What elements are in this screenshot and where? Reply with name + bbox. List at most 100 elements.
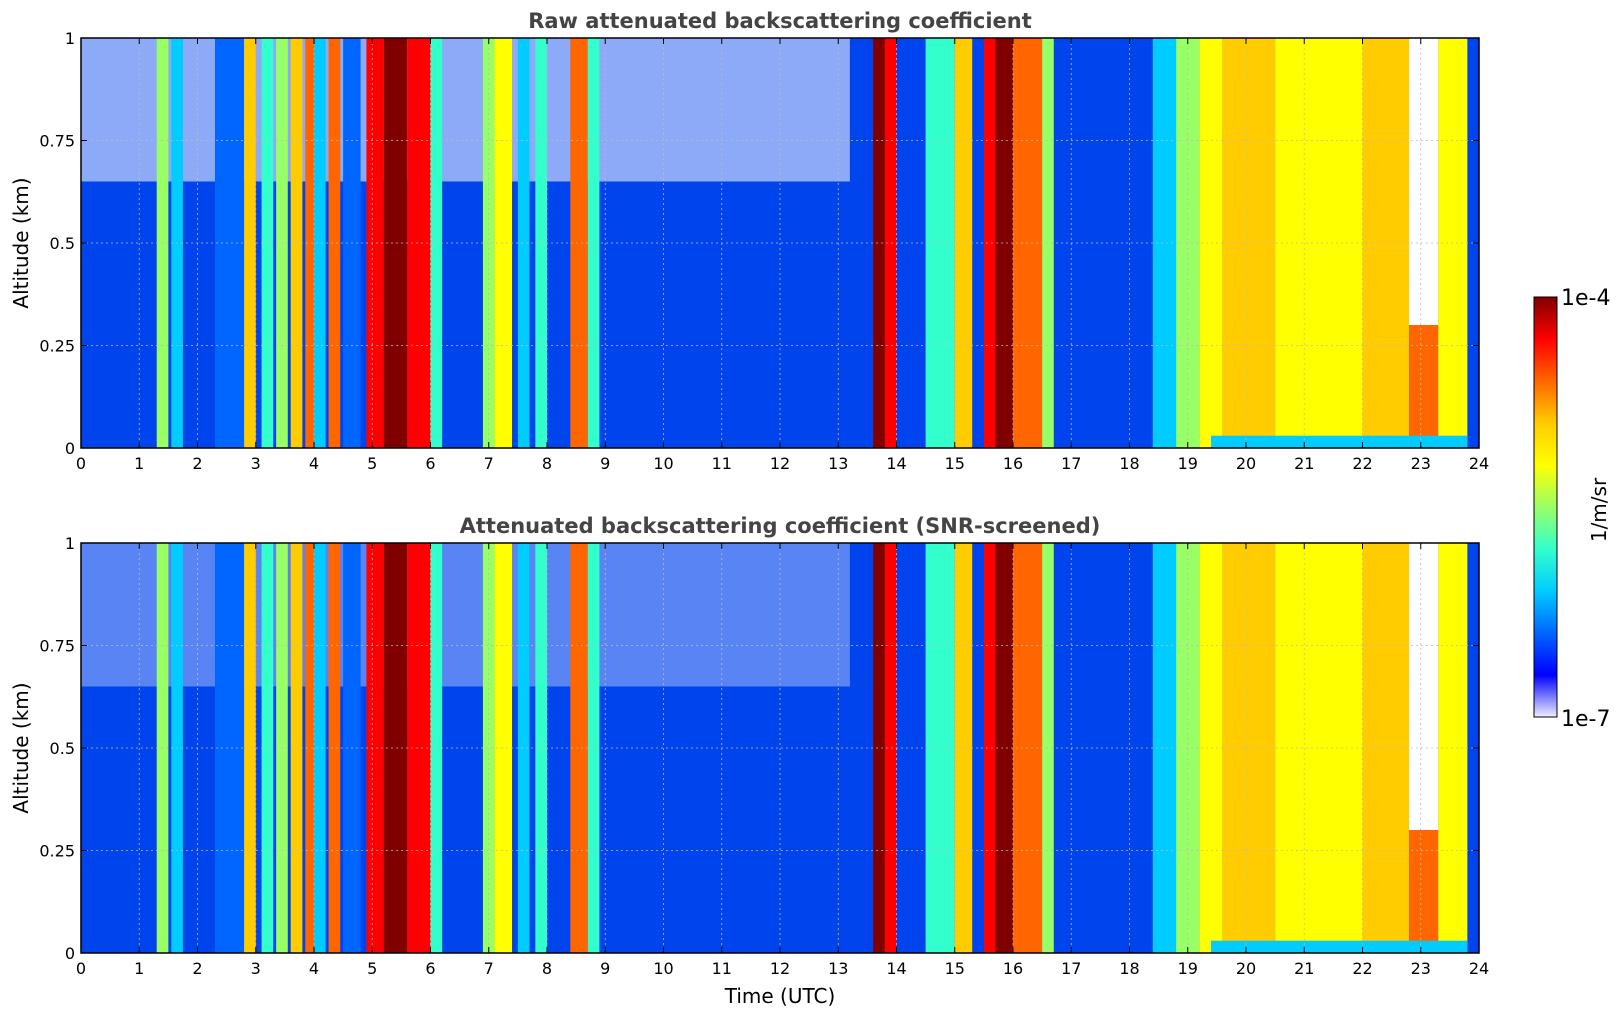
heatmap-band (884, 543, 897, 953)
heatmap-band (314, 38, 326, 448)
heatmap-band (244, 38, 256, 448)
x-tick-label: 13 (828, 454, 848, 473)
x-tick-label: 5 (367, 959, 377, 978)
y-tick-label: 0.25 (39, 337, 75, 356)
x-tick-label: 4 (309, 959, 319, 978)
x-tick-label: 21 (1294, 454, 1314, 473)
x-tick-label: 16 (1003, 959, 1023, 978)
y-tick-label: 1 (65, 29, 75, 48)
x-tick-label: 18 (1119, 959, 1139, 978)
x-axis-ticks: 0 1 2 3 4 5 6 7 8 9 10 11 12 13 14 15 16 17 18 19 20 21 22 23 24 (76, 38, 1489, 473)
x-tick-label: 18 (1119, 454, 1139, 473)
y-tick-label: 0.75 (39, 637, 75, 656)
x-tick-label: 22 (1352, 454, 1372, 473)
x-tick-label: 13 (828, 959, 848, 978)
heatmap-band (366, 543, 384, 953)
x-tick-label: 24 (1469, 454, 1489, 473)
heatmap-band (873, 543, 885, 953)
x-tick-label: 10 (653, 959, 673, 978)
heatmap-band (995, 38, 1013, 448)
x-tick-label: 8 (542, 959, 552, 978)
heatmap-band (925, 38, 955, 448)
x-tick-label: 11 (712, 454, 732, 473)
heatmap-band (570, 38, 588, 448)
x-tick-label: 4 (309, 454, 319, 473)
heatmap-band (983, 38, 996, 448)
heatmap-band (1275, 38, 1363, 448)
y-tick-label: 0 (65, 944, 75, 963)
x-tick-label: 1 (134, 454, 144, 473)
x-tick-label: 5 (367, 454, 377, 473)
x-axis-label: Time (UTC) (724, 984, 836, 1008)
colorbar-gradient (1533, 296, 1558, 718)
heatmap-band (214, 38, 245, 448)
x-tick-label: 8 (542, 454, 552, 473)
heatmap-band (305, 543, 314, 953)
x-tick-label: 7 (484, 454, 494, 473)
x-tick-label: 0 (76, 959, 86, 978)
x-tick-label: 10 (653, 454, 673, 473)
heatmap-band (305, 38, 314, 448)
heatmap-band (407, 543, 431, 953)
x-tick-label: 20 (1236, 454, 1256, 473)
heatmap-band (366, 38, 384, 448)
x-tick-label: 23 (1411, 454, 1431, 473)
x-tick-label: 9 (600, 454, 610, 473)
x-tick-label: 0 (76, 454, 86, 473)
x-tick-label: 3 (251, 454, 261, 473)
colorbar-min-label: 1e-7 (1561, 707, 1610, 732)
x-tick-label: 19 (1178, 959, 1198, 978)
y-tick-label: 0.25 (39, 842, 75, 861)
heatmap-band (995, 543, 1013, 953)
chart-title: Attenuated backscattering coefficient (S… (460, 514, 1101, 538)
heatmap-band (328, 543, 341, 953)
x-tick-label: 1 (134, 959, 144, 978)
y-axis-ticks: 0 0.25 0.5 0.75 1 (39, 534, 1479, 963)
x-tick-label: 23 (1411, 959, 1431, 978)
heatmap-band (244, 543, 256, 953)
x-tick-label: 22 (1352, 959, 1372, 978)
heatmap-band (873, 38, 885, 448)
x-tick-label: 17 (1061, 454, 1081, 473)
x-tick-label: 2 (192, 454, 202, 473)
x-tick-label: 3 (251, 959, 261, 978)
x-tick-label: 12 (770, 454, 790, 473)
heatmap-band (983, 543, 996, 953)
x-tick-label: 15 (945, 454, 965, 473)
y-tick-label: 1 (65, 534, 75, 553)
x-tick-label: 17 (1061, 959, 1081, 978)
x-tick-label: 6 (425, 454, 435, 473)
heatmap-band (587, 38, 600, 448)
y-axis-label: Altitude (km) (9, 177, 33, 308)
x-tick-label: 14 (886, 959, 906, 978)
heatmap-band (407, 38, 431, 448)
y-axis-label: Altitude (km) (9, 682, 33, 813)
y-tick-label: 0.5 (50, 739, 75, 758)
heatmap-band (1275, 543, 1363, 953)
x-tick-label: 16 (1003, 454, 1023, 473)
heatmap-band (570, 543, 588, 953)
x-tick-label: 9 (600, 959, 610, 978)
x-tick-label: 11 (712, 959, 732, 978)
x-tick-label: 19 (1178, 454, 1198, 473)
chart-title: Raw attenuated backscattering coefficien… (528, 9, 1032, 33)
colorbar-units-label: 1/m/sr (1587, 477, 1611, 542)
y-tick-label: 0.75 (39, 132, 75, 151)
x-tick-label: 21 (1294, 959, 1314, 978)
heatmap-band (925, 543, 955, 953)
y-tick-label: 0.5 (50, 234, 75, 253)
heatmap-band (314, 543, 326, 953)
x-tick-label: 2 (192, 959, 202, 978)
colorbar: 1e-4 1e-7 1/m/sr (1533, 286, 1611, 732)
y-axis-ticks: 0 0.25 0.5 0.75 1 (39, 29, 1479, 458)
x-tick-label: 15 (945, 959, 965, 978)
x-tick-label: 14 (886, 454, 906, 473)
heatmap-band (587, 543, 600, 953)
heatmap-band (1152, 543, 1177, 953)
heatmap-band (517, 38, 530, 448)
x-tick-label: 12 (770, 959, 790, 978)
colorbar-max-label: 1e-4 (1561, 286, 1610, 311)
x-tick-label: 20 (1236, 959, 1256, 978)
x-axis-ticks: 0 1 2 3 4 5 6 7 8 9 10 11 12 13 14 15 16 17 18 19 20 21 22 23 24 (76, 543, 1489, 978)
